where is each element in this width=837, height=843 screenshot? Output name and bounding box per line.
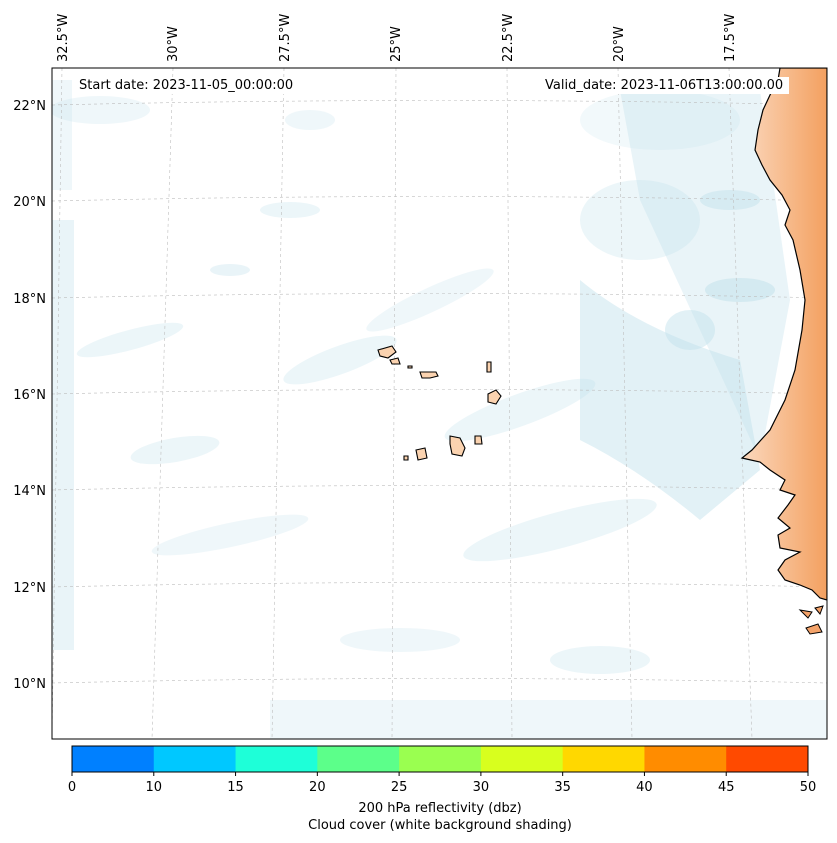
- lat-label: 16°N: [13, 388, 46, 403]
- lat-label: 22°N: [13, 99, 46, 114]
- colorbar-tick-label: 10: [146, 780, 163, 795]
- lon-label: 20°W: [612, 26, 627, 62]
- colorbar-tick-label: 30: [473, 780, 490, 795]
- colorbar-segment: [726, 746, 809, 772]
- colorbar-frame: [71, 745, 809, 773]
- colorbar-tick-label: 35: [554, 780, 571, 795]
- colorbar-segment: [480, 746, 564, 772]
- lon-label: 25°W: [389, 26, 404, 62]
- colorbar-segment: [153, 746, 237, 772]
- map-frame: [51, 67, 828, 740]
- lat-label: 14°N: [13, 484, 46, 499]
- colorbar-segment: [399, 746, 482, 772]
- colorbar-tick-label: 50: [800, 780, 817, 795]
- colorbar-segment: [235, 746, 318, 772]
- colorbar-segment: [317, 746, 400, 772]
- lon-label: 27.5°W: [278, 14, 293, 62]
- lat-label: 20°N: [13, 195, 46, 210]
- lon-label: 22.5°W: [501, 14, 516, 62]
- colorbar-tick-label: 20: [309, 780, 326, 795]
- colorbar-segment: [644, 746, 727, 772]
- colorbar-tick-label: 25: [391, 780, 408, 795]
- colorbar-label: 200 hPa reflectivity (dbz): [358, 801, 522, 816]
- map-gridlines: [52, 68, 827, 739]
- colorbar-tick-label: 15: [227, 780, 244, 795]
- lon-label: 30°W: [166, 26, 181, 62]
- lon-label: 32.5°W: [56, 14, 71, 62]
- longitude-labels: 32.5°W 30°W 27.5°W 25°W 22.5°W 20°W 17.5…: [56, 14, 738, 62]
- latitude-labels: 22°N 20°N 18°N 16°N 14°N 12°N 10°N: [13, 99, 46, 692]
- lon-label: 17.5°W: [723, 14, 738, 62]
- lat-label: 12°N: [13, 581, 46, 596]
- lat-label: 18°N: [13, 292, 46, 307]
- colorbar-tick-label: 40: [636, 780, 653, 795]
- colorbar-tick-label: 45: [718, 780, 735, 795]
- colorbar-sublabel: Cloud cover (white background shading): [308, 818, 572, 833]
- cape-verde-islands: [377, 345, 502, 461]
- bissagos-islands: [798, 605, 824, 635]
- valid-date-label: Valid_date: 2023-11-06T13:00:00.00: [539, 77, 790, 94]
- africa-mainland: [740, 68, 827, 601]
- map-plot-area: [52, 68, 827, 739]
- colorbar-segment: [562, 746, 645, 772]
- start-date-label: Start date: 2023-11-05_00:00:00: [73, 77, 300, 94]
- colorbar-segment: [72, 746, 155, 772]
- colorbar-tick-label: 0: [68, 780, 76, 795]
- cloud-cover-shading: [52, 80, 827, 739]
- colorbar: 0 10 15 20 25 30 35 40 45 50: [68, 745, 817, 795]
- lat-label: 10°N: [13, 677, 46, 692]
